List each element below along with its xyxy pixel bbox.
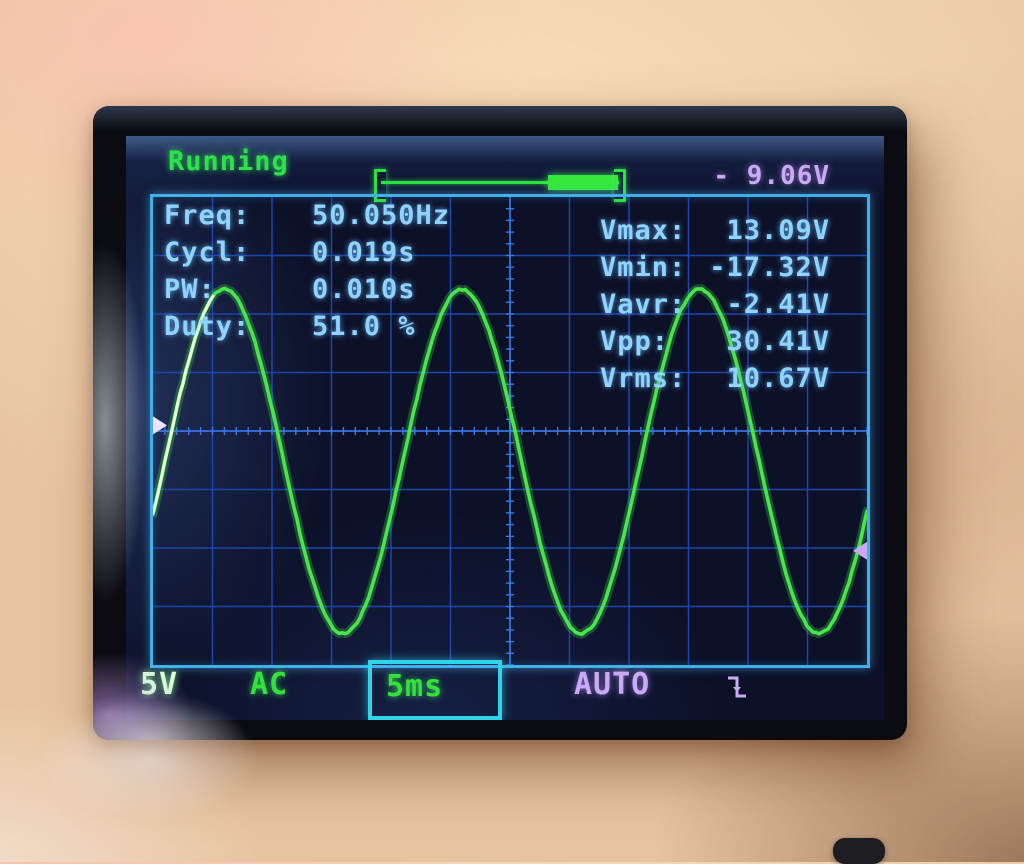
- statusbar-timebase: 5ms: [386, 669, 444, 704]
- measurement-label: PW:: [164, 274, 216, 305]
- statusbar-volts-per-div: 5V: [140, 667, 179, 702]
- measurement-label: Freq:: [164, 200, 251, 231]
- oscilloscope-bezel: Running - 9.06V Freq: 50.050Hz Cycl: 0.0…: [93, 106, 907, 740]
- timing-measurements: Freq: 50.050Hz Cycl: 0.019s PW: 0.010s D…: [164, 200, 584, 348]
- measurement-row: PW: 0.010s: [164, 274, 584, 311]
- measurement-row: Vavr: -2.41V: [600, 289, 830, 326]
- measurement-value: -17.32V: [709, 252, 830, 283]
- measurement-row: Cycl: 0.019s: [164, 237, 584, 274]
- statusbar-coupling: AC: [250, 667, 289, 702]
- measurement-label: Vpp:: [600, 326, 670, 357]
- measurement-value: 0.019s: [312, 237, 416, 268]
- trigger-level-readout: - 9.06V: [713, 161, 830, 191]
- case-knob: [833, 838, 885, 864]
- measurement-label: Vrms:: [600, 363, 687, 394]
- measurement-value: 13.09V: [726, 215, 830, 246]
- measurement-value: 10.67V: [726, 363, 830, 394]
- measurement-label: Cycl:: [164, 237, 251, 268]
- horizontal-position-indicator: [374, 169, 626, 202]
- measurement-row: Duty: 51.0 %: [164, 311, 584, 348]
- measurement-label: Vmax:: [600, 215, 687, 246]
- measurement-value: -2.41V: [726, 289, 830, 320]
- measurement-value: 0.010s: [312, 274, 416, 305]
- measurement-row: Vrms: 10.67V: [600, 363, 830, 400]
- measurement-label: Vmin:: [600, 252, 687, 283]
- measurement-row: Vmin: -17.32V: [600, 252, 830, 289]
- measurement-row: Vmax: 13.09V: [600, 215, 830, 252]
- view-window-block: [547, 175, 619, 190]
- measurement-value: 30.41V: [726, 326, 830, 357]
- measurement-label: Vavr:: [600, 289, 687, 320]
- lcd-screen: Running - 9.06V Freq: 50.050Hz Cycl: 0.0…: [126, 136, 884, 720]
- measurement-label: Duty:: [164, 311, 251, 342]
- measurement-row: Freq: 50.050Hz: [164, 200, 584, 237]
- statusbar-timebase-box: 5ms: [368, 660, 502, 720]
- trigger-slope-falling-edge-icon: [728, 676, 746, 698]
- statusbar-trigger-mode: AUTO: [574, 667, 651, 702]
- acquisition-status: Running: [168, 146, 289, 177]
- measurement-value: 51.0 %: [312, 311, 416, 342]
- measurement-row: Vpp: 30.41V: [600, 326, 830, 363]
- voltage-measurements: Vmax: 13.09V Vmin: -17.32V Vavr: -2.41V …: [600, 215, 830, 400]
- measurement-value: 50.050Hz: [312, 200, 451, 231]
